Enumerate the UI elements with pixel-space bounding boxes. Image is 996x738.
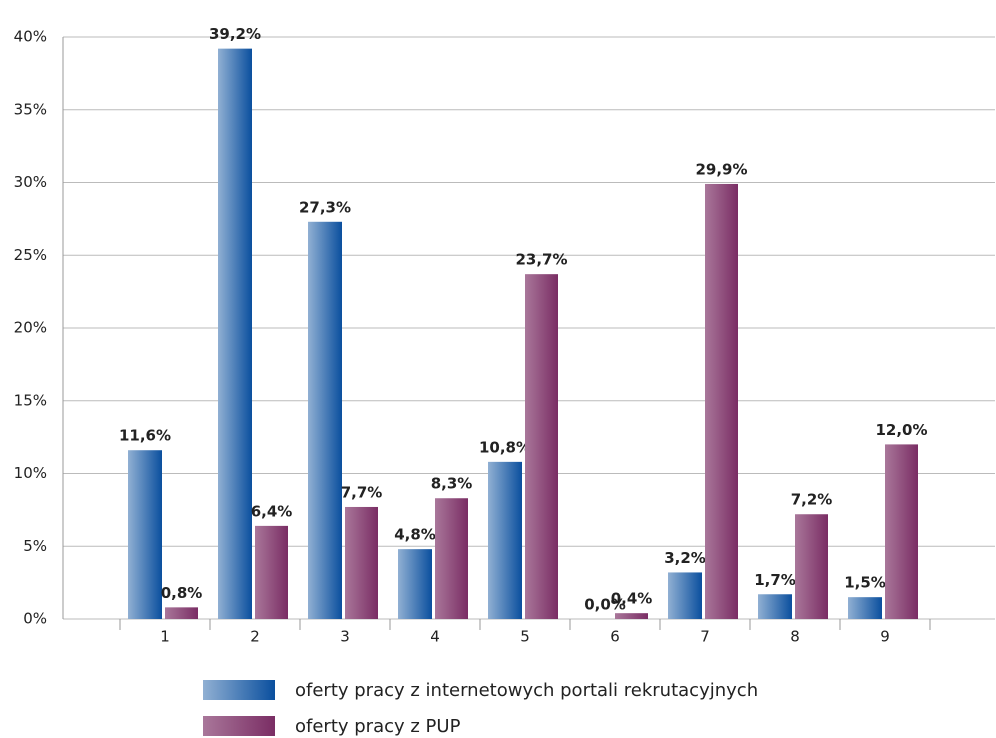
y-tick-label: 25%	[14, 246, 47, 264]
bar	[435, 498, 468, 619]
legend-label: oferty pracy z internetowych portali rek…	[295, 680, 758, 701]
bar	[308, 221, 342, 619]
bar	[218, 48, 252, 619]
y-tick-label: 10%	[14, 464, 47, 482]
y-tick-label: 0%	[23, 610, 47, 628]
value-label: 7,7%	[341, 483, 383, 501]
value-label: 8,3%	[431, 475, 473, 493]
value-label: 1,7%	[754, 571, 796, 589]
value-label: 1,5%	[844, 574, 886, 592]
bar	[525, 274, 558, 619]
x-tick-label: 5	[520, 628, 530, 646]
value-label: 6,4%	[251, 502, 293, 520]
bar	[795, 514, 828, 619]
x-tick-label: 9	[880, 628, 890, 646]
value-label: 7,2%	[791, 491, 833, 509]
value-label: 10,8%	[479, 438, 531, 456]
bar	[165, 607, 198, 619]
bar	[615, 613, 648, 619]
bar	[345, 506, 378, 619]
y-tick-label: 15%	[14, 391, 47, 409]
legend-label: oferty pracy z PUP	[295, 716, 461, 737]
value-label: 29,9%	[695, 160, 747, 178]
legend-swatch	[203, 680, 275, 700]
y-tick-label: 40%	[14, 28, 47, 46]
x-tick-label: 1	[160, 628, 170, 646]
x-tick-label: 6	[610, 628, 620, 646]
legend-swatch	[203, 716, 275, 736]
bar	[488, 461, 522, 619]
value-label: 23,7%	[515, 251, 567, 269]
bar	[128, 450, 162, 619]
bar	[758, 594, 792, 619]
bar	[398, 549, 432, 619]
y-tick-label: 35%	[14, 100, 47, 118]
x-tick-label: 8	[790, 628, 800, 646]
bar	[885, 444, 918, 619]
value-label: 12,0%	[875, 421, 927, 439]
value-label: 3,2%	[664, 549, 706, 567]
value-label: 11,6%	[119, 427, 171, 445]
value-label: 27,3%	[299, 198, 351, 216]
y-tick-label: 30%	[14, 173, 47, 191]
x-tick-label: 4	[430, 628, 440, 646]
value-label: 0,8%	[161, 584, 203, 602]
value-label: 0,4%	[611, 590, 653, 608]
bar	[705, 183, 738, 619]
x-tick-label: 7	[700, 628, 710, 646]
x-tick-label: 3	[340, 628, 350, 646]
bar	[255, 525, 288, 619]
y-tick-label: 5%	[23, 537, 47, 555]
value-label: 0,0%	[584, 596, 626, 614]
bar	[668, 572, 702, 619]
y-tick-label: 20%	[14, 319, 47, 337]
value-label: 39,2%	[209, 25, 261, 43]
x-tick-label: 2	[250, 628, 260, 646]
bar	[848, 597, 882, 619]
value-label: 4,8%	[394, 526, 436, 544]
